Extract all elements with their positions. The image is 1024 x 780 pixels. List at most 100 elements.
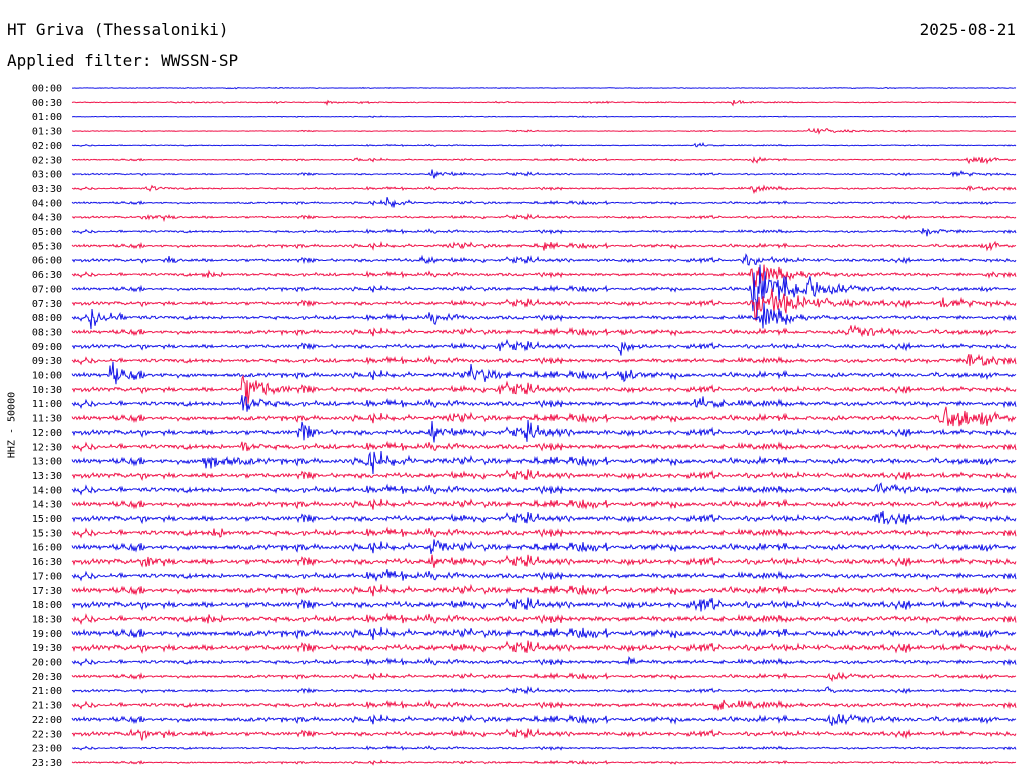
trace-line	[71, 713, 1017, 726]
time-label: 09:00	[32, 342, 62, 353]
time-label: 01:30	[32, 127, 62, 138]
time-label: 20:00	[32, 658, 62, 669]
trace-line	[71, 288, 1017, 322]
trace-line	[71, 264, 1017, 291]
time-label: 13:00	[32, 457, 62, 468]
time-label: 10:00	[32, 371, 62, 382]
time-label: 05:00	[32, 227, 62, 238]
trace-line	[71, 374, 1017, 406]
station-title: HT Griva (Thessaloniki)	[7, 20, 229, 39]
filter-label: Applied filter: WWSSN-SP	[7, 51, 239, 70]
trace-line	[71, 597, 1017, 612]
time-label: 11:30	[32, 414, 62, 425]
time-label: 16:00	[32, 543, 62, 554]
time-label: 10:30	[32, 385, 62, 396]
trace-line	[71, 526, 1017, 539]
time-label: 06:30	[32, 270, 62, 281]
time-label: 01:00	[32, 112, 62, 123]
trace-line	[71, 361, 1017, 385]
trace-line	[71, 469, 1017, 481]
trace-line	[71, 640, 1017, 654]
trace-line	[71, 450, 1017, 475]
trace-line	[71, 324, 1017, 338]
seismic-traces	[71, 86, 1017, 766]
time-label: 12:00	[32, 428, 62, 439]
trace-line	[71, 228, 1017, 237]
time-label: 03:00	[32, 170, 62, 181]
time-label: 18:30	[32, 614, 62, 625]
time-label: 06:00	[32, 256, 62, 267]
trace-line	[71, 99, 1017, 107]
trace-line	[71, 184, 1017, 195]
time-label: 17:00	[32, 571, 62, 582]
trace-line	[71, 353, 1017, 366]
time-label: 17:30	[32, 586, 62, 597]
time-label: 14:00	[32, 485, 62, 496]
time-label: 13:30	[32, 471, 62, 482]
time-label: 04:30	[32, 213, 62, 224]
time-label: 15:00	[32, 514, 62, 525]
time-label: 00:30	[32, 98, 62, 109]
time-label: 12:30	[32, 442, 62, 453]
time-label: 04:00	[32, 198, 62, 209]
trace-line	[71, 156, 1017, 165]
trace-line	[71, 759, 1017, 766]
trace-line	[71, 745, 1017, 751]
trace-line	[71, 406, 1017, 427]
time-label: 23:00	[32, 744, 62, 755]
trace-line	[71, 728, 1017, 741]
trace-line	[71, 240, 1017, 252]
trace-line	[71, 685, 1017, 695]
trace-line	[71, 482, 1017, 496]
trace-line	[71, 196, 1017, 208]
trace-line	[71, 583, 1017, 597]
time-label: 20:30	[32, 672, 62, 683]
time-label: 22:00	[32, 715, 62, 726]
trace-line	[71, 510, 1017, 526]
time-label: 08:30	[32, 327, 62, 338]
time-label: 18:00	[32, 600, 62, 611]
trace-line	[71, 626, 1017, 640]
time-label: 23:30	[32, 758, 62, 769]
time-label: 11:00	[32, 399, 62, 410]
trace-line	[71, 141, 1017, 148]
trace-line	[71, 569, 1017, 582]
time-label: 07:30	[32, 299, 62, 310]
trace-line	[71, 656, 1017, 667]
trace-line	[71, 127, 1017, 135]
trace-line	[71, 498, 1017, 510]
time-label: 19:30	[32, 643, 62, 654]
time-label: 22:30	[32, 729, 62, 740]
trace-line	[71, 440, 1017, 453]
time-labels: 00:00 00:30 01:00 01:30 02:00 02:30 03:00 03:30…	[32, 84, 62, 769]
trace-line	[71, 338, 1017, 356]
trace-line	[71, 213, 1017, 223]
trace-line	[71, 115, 1017, 119]
trace-line	[71, 264, 1017, 320]
trace-line	[71, 699, 1017, 712]
trace-line	[71, 302, 1017, 330]
trace-line	[71, 554, 1017, 568]
trace-line	[71, 539, 1017, 555]
trace-line	[71, 671, 1017, 683]
time-label: 02:00	[32, 141, 62, 152]
time-label: 21:00	[32, 686, 62, 697]
trace-line	[71, 395, 1017, 412]
time-label: 02:30	[32, 155, 62, 166]
time-label: 21:30	[32, 701, 62, 712]
time-label: 07:00	[32, 284, 62, 295]
time-label: 03:30	[32, 184, 62, 195]
trace-line	[71, 419, 1017, 443]
trace-line	[71, 253, 1017, 266]
time-label: 08:00	[32, 313, 62, 324]
trace-line	[71, 86, 1017, 90]
time-label: 14:30	[32, 500, 62, 511]
record-date: 2025-08-21	[919, 20, 1016, 39]
time-label: 19:00	[32, 629, 62, 640]
time-label: 05:30	[32, 241, 62, 252]
time-label: 00:00	[32, 84, 62, 95]
trace-line	[71, 169, 1017, 179]
time-label: 15:30	[32, 528, 62, 539]
trace-line	[71, 612, 1017, 626]
